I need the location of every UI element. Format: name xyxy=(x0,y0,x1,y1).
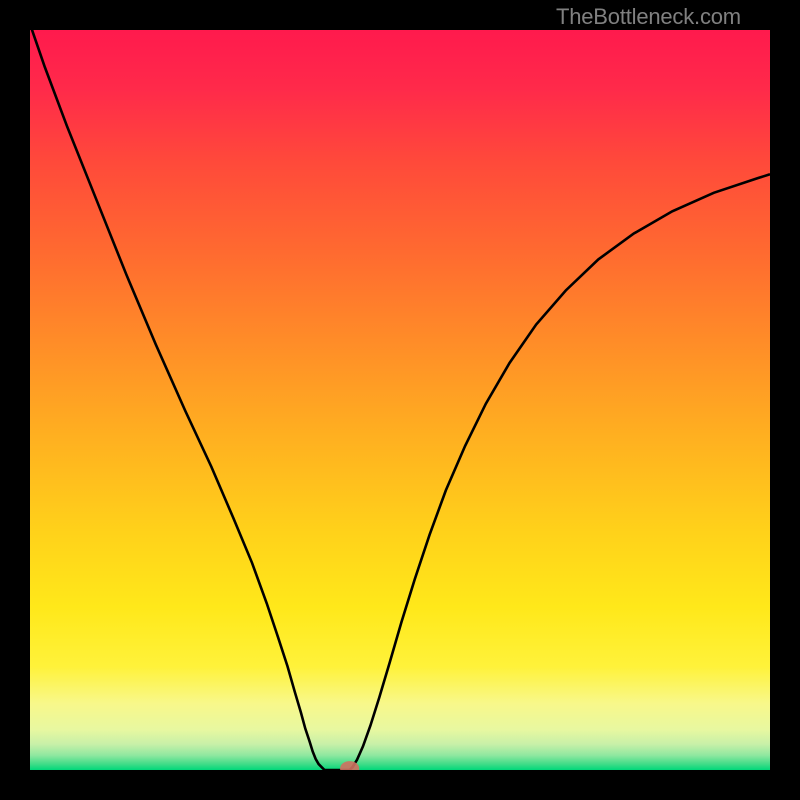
gradient-rect xyxy=(30,30,770,770)
plot-area xyxy=(30,30,770,770)
watermark-label: TheBottleneck.com xyxy=(556,4,741,30)
